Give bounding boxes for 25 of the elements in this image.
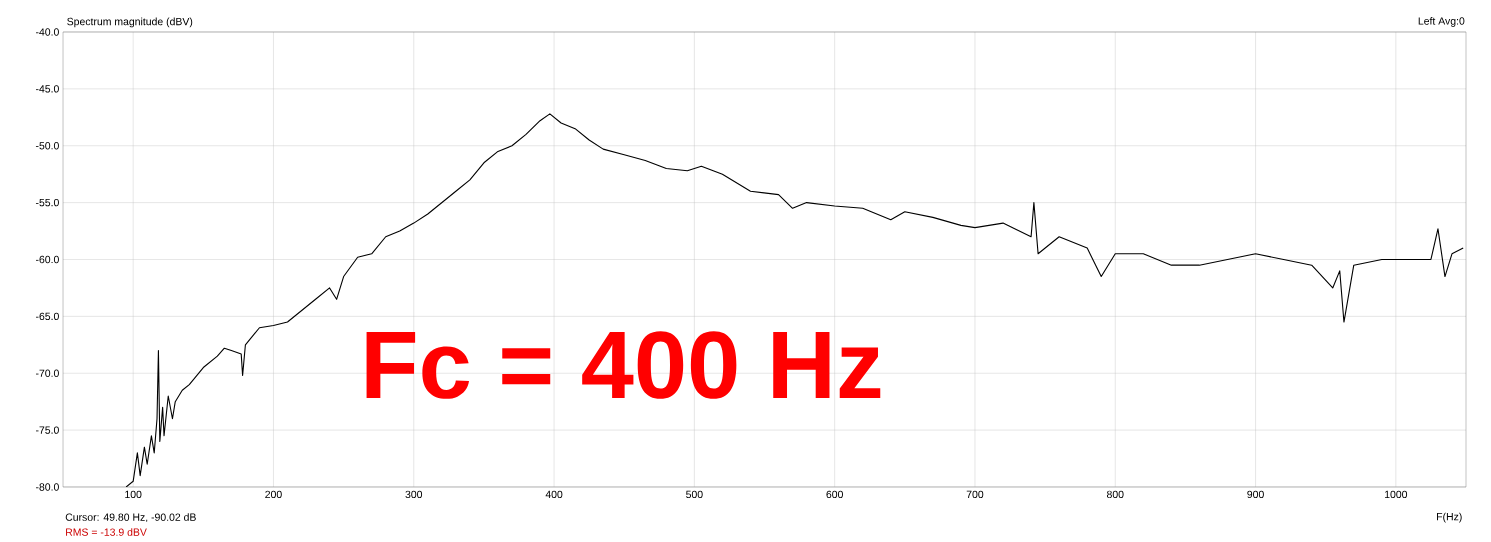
x-tick-label: 200 bbox=[265, 490, 282, 499]
y-tick-label: -55.0 bbox=[35, 198, 59, 207]
y-tick-label: -45.0 bbox=[35, 85, 59, 93]
y-tick-label: -60.0 bbox=[35, 255, 59, 264]
text: RMS = -13.9 dBV bbox=[66, 528, 147, 536]
y-axis-title: Spectrum magnitude (dBV) bbox=[67, 17, 193, 28]
text: Cursor: 49.80 Hz, -90.02 dB bbox=[65, 513, 196, 523]
x-tick-label: 900 bbox=[1247, 490, 1264, 499]
x-tick-label: 300 bbox=[405, 490, 423, 499]
annotation: Fc = 400 Hz bbox=[366, 331, 881, 399]
text: Left Avg:0 bbox=[1418, 17, 1465, 27]
x-tick-label: 600 bbox=[826, 490, 843, 499]
y-tick-label: -50.0 bbox=[35, 142, 59, 150]
x-tick-label: 100 bbox=[125, 490, 142, 499]
x-tick-label: 500 bbox=[686, 490, 703, 499]
x-tick-label: 700 bbox=[966, 490, 984, 499]
x-axis-title: F(Hz) bbox=[1437, 512, 1462, 523]
y-tick-label: -80.0 bbox=[35, 483, 59, 491]
y-tick-label: -75.0 bbox=[35, 426, 59, 434]
y-tick-label: -70.0 bbox=[35, 369, 59, 377]
x-tick-label: 800 bbox=[1106, 490, 1124, 499]
y-tick-label: -65.0 bbox=[35, 312, 59, 321]
x-tick-label: 1000 bbox=[1385, 490, 1408, 499]
y-tick-label: -40.0 bbox=[35, 28, 59, 36]
x-tick-label: 400 bbox=[545, 490, 563, 499]
